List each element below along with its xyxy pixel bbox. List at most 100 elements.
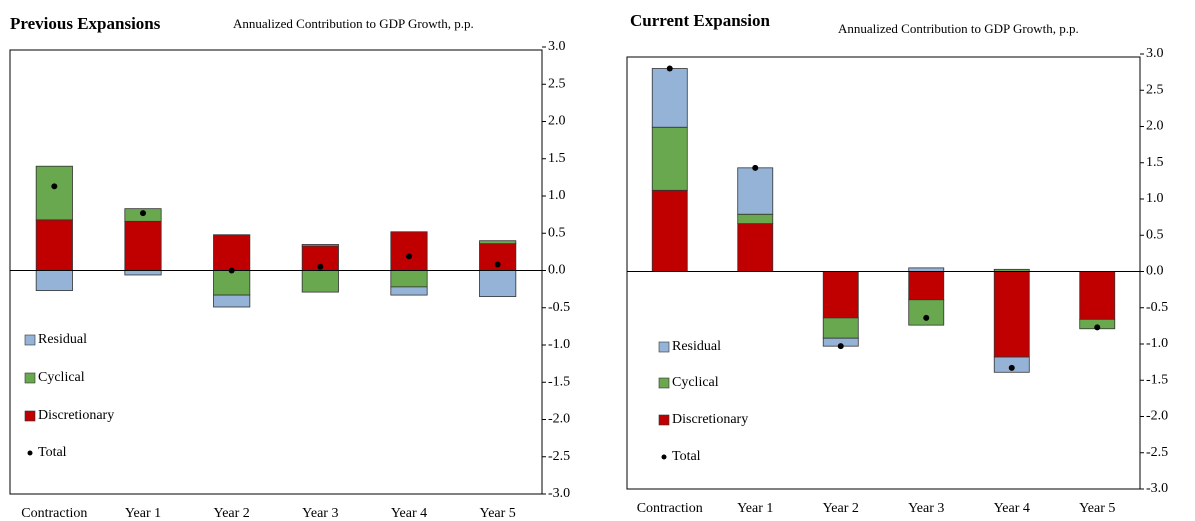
y-tick-label: 3.0: [1146, 46, 1164, 61]
bar-segment: [301, 244, 339, 247]
y-tick-label: -0.5: [548, 300, 570, 315]
chart-subtitle: Annualized Contribution to GDP Growth, p…: [233, 16, 474, 31]
bar-segment: [479, 270, 517, 297]
x-tick-label: Year 4: [391, 506, 427, 521]
y-tick-label: -0.5: [1146, 300, 1168, 315]
bar-segment: [908, 271, 945, 301]
legend-label: Discretionary: [38, 408, 114, 423]
bar-segment: [651, 126, 688, 191]
total-dot: [317, 263, 324, 270]
bar-segment: [737, 167, 774, 215]
chart-subtitle: Annualized Contribution to GDP Growth, p…: [838, 21, 1079, 36]
bar-segment: [124, 220, 162, 271]
bar-segment: [993, 356, 1030, 373]
x-tick-label: Contraction: [21, 506, 87, 521]
legend-dot: [27, 450, 33, 456]
legend-swatch: [24, 410, 36, 422]
y-tick-label: -3.0: [1146, 481, 1168, 496]
x-tick-label: Year 3: [302, 506, 338, 521]
legend-swatch: [24, 334, 36, 346]
bar-segment: [651, 68, 688, 128]
legend-dot: [661, 454, 667, 460]
legend-swatch: [658, 341, 670, 353]
y-tick-label: -3.0: [548, 486, 570, 501]
legend-swatch: [658, 377, 670, 389]
y-tick-label: 2.0: [1146, 119, 1164, 134]
total-dot: [837, 343, 844, 350]
y-tick-label: -2.0: [548, 412, 570, 427]
y-tick-label: 0.0: [548, 263, 566, 278]
total-dot: [923, 314, 930, 321]
y-tick-label: -1.0: [1146, 336, 1168, 351]
bar-segment: [737, 223, 774, 272]
bar-segment: [124, 270, 162, 276]
bar-segment: [213, 294, 251, 308]
bar-segment: [651, 189, 688, 272]
bar-segment: [35, 270, 73, 292]
legend-label: Discretionary: [672, 412, 748, 427]
y-tick-label: -1.5: [1146, 372, 1168, 387]
legend-label: Residual: [38, 332, 87, 347]
y-tick-label: 2.5: [548, 76, 566, 91]
y-tick-label: 0.5: [548, 225, 566, 240]
x-tick-label: Year 4: [994, 501, 1030, 516]
bar-segment: [822, 271, 859, 319]
total-dot: [140, 210, 146, 217]
bar-segment: [993, 271, 1030, 358]
bar-segment: [908, 299, 945, 326]
x-tick-label: Year 1: [737, 501, 773, 516]
bar-segment: [1079, 271, 1116, 320]
y-tick-label: 1.0: [548, 188, 566, 203]
y-tick-label: -2.0: [1146, 409, 1168, 424]
plot-frame: [9, 49, 543, 495]
bar-segment: [822, 317, 859, 339]
y-tick-label: -1.0: [548, 337, 570, 352]
legend-label: Cyclical: [672, 375, 719, 390]
legend-swatch: [24, 372, 36, 384]
y-tick-label: 1.5: [1146, 155, 1164, 170]
y-tick-label: -2.5: [1146, 445, 1168, 460]
bar-segment: [479, 240, 517, 245]
x-tick-label: Year 5: [1079, 501, 1115, 516]
bar-segment: [390, 286, 428, 296]
total-dot: [1008, 364, 1015, 371]
x-tick-label: Year 5: [480, 506, 516, 521]
legend-swatch: [658, 414, 670, 426]
legend-label: Cyclical: [38, 370, 85, 385]
legend-label: Total: [38, 445, 67, 460]
total-dot: [494, 261, 501, 268]
x-tick-label: Year 3: [908, 501, 944, 516]
bar-segment: [35, 219, 73, 271]
y-tick-label: -1.5: [548, 374, 570, 389]
chart-title: Current Expansion: [630, 11, 771, 30]
x-tick-label: Year 1: [125, 506, 161, 521]
chart-title: Previous Expansions: [10, 14, 161, 33]
y-tick-label: -2.5: [548, 449, 570, 464]
bar-segment: [213, 270, 251, 296]
total-dot: [752, 164, 759, 171]
total-dot: [666, 65, 673, 72]
bar-segment: [908, 267, 945, 272]
x-tick-label: Year 2: [214, 506, 250, 521]
y-tick-label: 0.5: [1146, 227, 1164, 242]
y-tick-label: 1.5: [548, 151, 566, 166]
x-tick-label: Contraction: [637, 501, 703, 516]
bar-segment: [301, 270, 339, 293]
y-tick-label: 2.0: [548, 114, 566, 129]
total-dot: [1094, 324, 1101, 331]
bar-segment: [213, 234, 251, 271]
y-tick-label: 2.5: [1146, 82, 1164, 97]
bar-segment: [737, 213, 774, 225]
plot-frame: [626, 56, 1141, 490]
y-tick-label: 1.0: [1146, 191, 1164, 206]
total-dot: [51, 183, 58, 190]
total-dot: [406, 253, 412, 260]
bar-segment: [390, 231, 428, 271]
legend-label: Total: [672, 449, 701, 464]
legend-label: Residual: [672, 339, 721, 354]
bar-segment: [35, 165, 73, 221]
y-tick-label: 3.0: [548, 39, 566, 54]
x-tick-label: Year 2: [823, 501, 859, 516]
y-tick-label: 0.0: [1146, 264, 1164, 279]
